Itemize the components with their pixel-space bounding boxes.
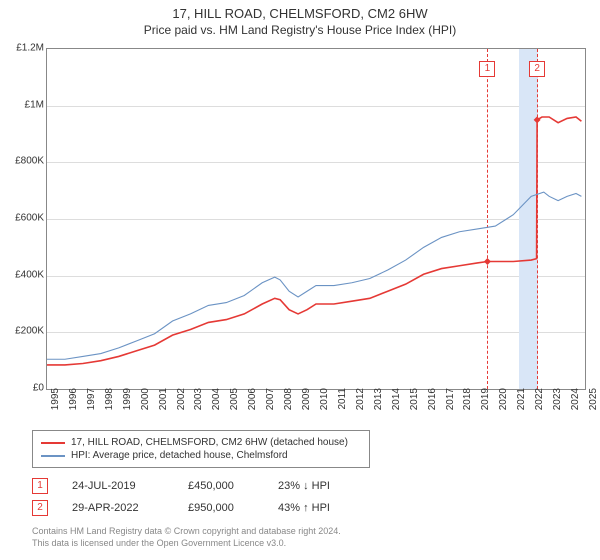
x-tick-label: 2003 bbox=[193, 388, 204, 422]
x-tick-label: 2000 bbox=[140, 388, 151, 422]
x-tick-label: 1999 bbox=[122, 388, 133, 422]
chart-marker-box: 1 bbox=[479, 61, 495, 77]
x-tick-label: 2023 bbox=[552, 388, 563, 422]
x-tick-label: 1996 bbox=[68, 388, 79, 422]
chart-lines bbox=[47, 49, 585, 389]
x-tick-label: 1997 bbox=[86, 388, 97, 422]
chart-title: 17, HILL ROAD, CHELMSFORD, CM2 6HW bbox=[0, 6, 600, 21]
x-tick-label: 2022 bbox=[534, 388, 545, 422]
legend-swatch bbox=[41, 442, 65, 444]
x-tick-label: 2005 bbox=[229, 388, 240, 422]
y-tick-label: £200K bbox=[15, 326, 44, 337]
footer-line: This data is licensed under the Open Gov… bbox=[32, 538, 341, 550]
x-tick-label: 2014 bbox=[391, 388, 402, 422]
y-tick-label: £600K bbox=[15, 213, 44, 224]
x-tick-label: 2020 bbox=[498, 388, 509, 422]
legend-item: HPI: Average price, detached house, Chel… bbox=[41, 450, 361, 461]
x-tick-label: 2016 bbox=[427, 388, 438, 422]
x-tick-label: 2009 bbox=[301, 388, 312, 422]
x-tick-label: 2024 bbox=[570, 388, 581, 422]
chart-marker-box: 2 bbox=[529, 61, 545, 77]
y-tick-label: £1.2M bbox=[16, 43, 44, 54]
x-tick-label: 2021 bbox=[516, 388, 527, 422]
sales-date: 29-APR-2022 bbox=[72, 502, 188, 514]
x-tick-label: 2013 bbox=[373, 388, 384, 422]
footer-attribution: Contains HM Land Registry data © Crown c… bbox=[32, 526, 341, 549]
sales-date: 24-JUL-2019 bbox=[72, 480, 188, 492]
x-tick-label: 2017 bbox=[445, 388, 456, 422]
footer-line: Contains HM Land Registry data © Crown c… bbox=[32, 526, 341, 538]
sales-delta: 23% ↓ HPI bbox=[278, 480, 388, 492]
sales-marker-box: 2 bbox=[32, 500, 48, 516]
legend-swatch bbox=[41, 455, 65, 457]
x-tick-label: 2004 bbox=[211, 388, 222, 422]
y-tick-label: £800K bbox=[15, 156, 44, 167]
x-tick-label: 2012 bbox=[355, 388, 366, 422]
sales-delta: 43% ↑ HPI bbox=[278, 502, 388, 514]
x-tick-label: 1998 bbox=[104, 388, 115, 422]
x-tick-label: 2006 bbox=[247, 388, 258, 422]
x-tick-label: 2007 bbox=[265, 388, 276, 422]
sales-marker-box: 1 bbox=[32, 478, 48, 494]
legend-label: 17, HILL ROAD, CHELMSFORD, CM2 6HW (deta… bbox=[71, 437, 348, 448]
x-tick-label: 2001 bbox=[158, 388, 169, 422]
title-block: 17, HILL ROAD, CHELMSFORD, CM2 6HW Price… bbox=[0, 0, 600, 37]
chart-container: 17, HILL ROAD, CHELMSFORD, CM2 6HW Price… bbox=[0, 0, 600, 560]
x-tick-label: 2002 bbox=[176, 388, 187, 422]
sales-table: 1 24-JUL-2019 £450,000 23% ↓ HPI 2 29-AP… bbox=[32, 478, 388, 522]
sales-price: £950,000 bbox=[188, 502, 278, 514]
legend: 17, HILL ROAD, CHELMSFORD, CM2 6HW (deta… bbox=[32, 430, 370, 468]
y-tick-label: £0 bbox=[33, 383, 44, 394]
y-tick-label: £400K bbox=[15, 269, 44, 280]
x-tick-label: 1995 bbox=[50, 388, 61, 422]
chart-subtitle: Price paid vs. HM Land Registry's House … bbox=[0, 23, 600, 37]
sales-price: £450,000 bbox=[188, 480, 278, 492]
sales-row: 1 24-JUL-2019 £450,000 23% ↓ HPI bbox=[32, 478, 388, 494]
legend-label: HPI: Average price, detached house, Chel… bbox=[71, 450, 288, 461]
x-tick-label: 2018 bbox=[462, 388, 473, 422]
x-tick-label: 2010 bbox=[319, 388, 330, 422]
x-tick-label: 2025 bbox=[588, 388, 599, 422]
x-tick-label: 2011 bbox=[337, 388, 348, 422]
x-tick-label: 2019 bbox=[480, 388, 491, 422]
plot-area: 12 bbox=[46, 48, 586, 390]
y-tick-label: £1M bbox=[25, 99, 44, 110]
sales-row: 2 29-APR-2022 £950,000 43% ↑ HPI bbox=[32, 500, 388, 516]
x-tick-label: 2015 bbox=[409, 388, 420, 422]
legend-item: 17, HILL ROAD, CHELMSFORD, CM2 6HW (deta… bbox=[41, 437, 361, 448]
x-tick-label: 2008 bbox=[283, 388, 294, 422]
